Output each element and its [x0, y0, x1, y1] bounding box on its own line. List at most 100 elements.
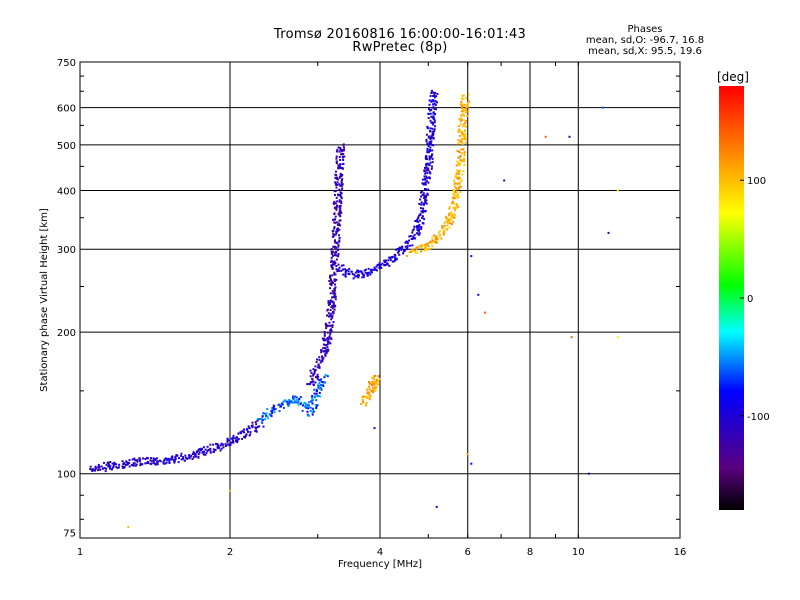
scatter-point — [146, 457, 149, 460]
scatter-point — [424, 209, 427, 212]
scatter-point — [338, 199, 341, 202]
scatter-point — [444, 215, 447, 218]
scatter-point — [460, 140, 463, 143]
scatter-point — [312, 408, 315, 411]
scatter-point — [332, 281, 334, 284]
scatter-point — [339, 147, 342, 149]
scatter-point — [322, 350, 325, 353]
scatter-point — [278, 403, 281, 406]
scatter-point — [195, 455, 198, 458]
scatter-point — [463, 154, 466, 157]
scatter-point — [330, 338, 333, 341]
scatter-point — [284, 399, 287, 402]
scatter-point — [373, 375, 375, 378]
scatter-point — [427, 117, 430, 120]
scatter-point — [457, 138, 460, 141]
scatter-point — [338, 176, 341, 179]
scatter-point — [311, 377, 314, 380]
scatter-point — [105, 467, 108, 470]
scatter-point — [329, 283, 332, 285]
scatter-point — [326, 346, 329, 349]
scatter-point — [237, 438, 240, 440]
scatter-point — [431, 99, 434, 102]
scatter-point — [322, 347, 325, 350]
scatter-point — [428, 99, 431, 102]
scatter-point — [146, 461, 149, 463]
scatter-point — [329, 328, 332, 331]
scatter-point — [316, 358, 318, 361]
scatter-point — [416, 218, 419, 221]
scatter-point — [366, 391, 369, 394]
scatter-point — [420, 249, 423, 252]
scatter-point — [271, 411, 274, 414]
scatter-point — [431, 161, 434, 164]
y-tick-label: 100 — [57, 470, 76, 481]
scatter-point — [307, 414, 310, 417]
scatter-point — [449, 211, 452, 214]
scatter-point — [378, 262, 381, 265]
scatter-point — [249, 431, 252, 433]
scatter-point — [460, 100, 463, 103]
scatter-point — [166, 458, 169, 461]
scatter-point — [167, 457, 170, 460]
scatter-point — [232, 434, 235, 437]
scatter-point — [426, 149, 429, 152]
scatter-point — [416, 226, 418, 228]
scatter-point — [424, 157, 427, 160]
scatter-point — [432, 123, 435, 126]
scatter-point — [168, 459, 171, 462]
scatter-point — [331, 314, 334, 317]
scatter-point — [329, 301, 332, 304]
scatter-point — [429, 247, 432, 250]
scatter-point — [342, 159, 345, 161]
scatter-point — [315, 388, 318, 391]
scatter-point — [431, 240, 434, 243]
scatter-point — [337, 244, 340, 247]
scatter-point — [406, 255, 408, 257]
scatter-point — [372, 381, 375, 384]
scatter-point — [209, 449, 212, 452]
scatter-point — [462, 104, 465, 107]
scatter-point — [314, 365, 317, 368]
scatter-point — [333, 251, 336, 254]
scatter-point — [341, 173, 344, 176]
scatter-point — [432, 103, 435, 106]
scatter-point — [226, 439, 229, 442]
scatter-point — [312, 373, 315, 376]
scatter-point — [186, 458, 189, 460]
scatter-point — [188, 454, 191, 457]
scatter-point — [365, 395, 368, 398]
scatter-point — [463, 125, 466, 128]
scatter-point — [220, 442, 223, 445]
scatter-point — [126, 462, 129, 465]
scatter-point — [430, 100, 433, 103]
scatter-point — [338, 212, 341, 215]
scatter-point — [421, 215, 424, 218]
scatter-point — [358, 270, 361, 273]
scatter-point — [311, 407, 314, 410]
scatter-point — [423, 175, 426, 178]
scatter-point — [330, 248, 333, 250]
scatter-point — [409, 235, 412, 237]
scatter-point — [389, 257, 392, 260]
scatter-point — [333, 292, 336, 295]
y-tick-label: 200 — [57, 328, 76, 339]
scatter-point — [443, 224, 446, 227]
scatter-point — [433, 117, 436, 120]
scatter-point — [433, 94, 436, 97]
scatter-point — [271, 408, 274, 411]
scatter-point — [336, 270, 339, 273]
scatter-point — [432, 134, 435, 137]
scatter-point — [338, 150, 341, 153]
scatter-point — [219, 449, 222, 452]
scatter-point — [468, 100, 470, 103]
scatter-point — [187, 456, 190, 459]
scatter-point — [477, 293, 480, 296]
scatter-point — [418, 232, 421, 235]
scatter-point — [455, 207, 458, 209]
scatter-point — [336, 241, 339, 244]
scatter-point — [344, 269, 347, 272]
scatter-point — [452, 216, 454, 219]
scatter-point — [340, 264, 343, 267]
